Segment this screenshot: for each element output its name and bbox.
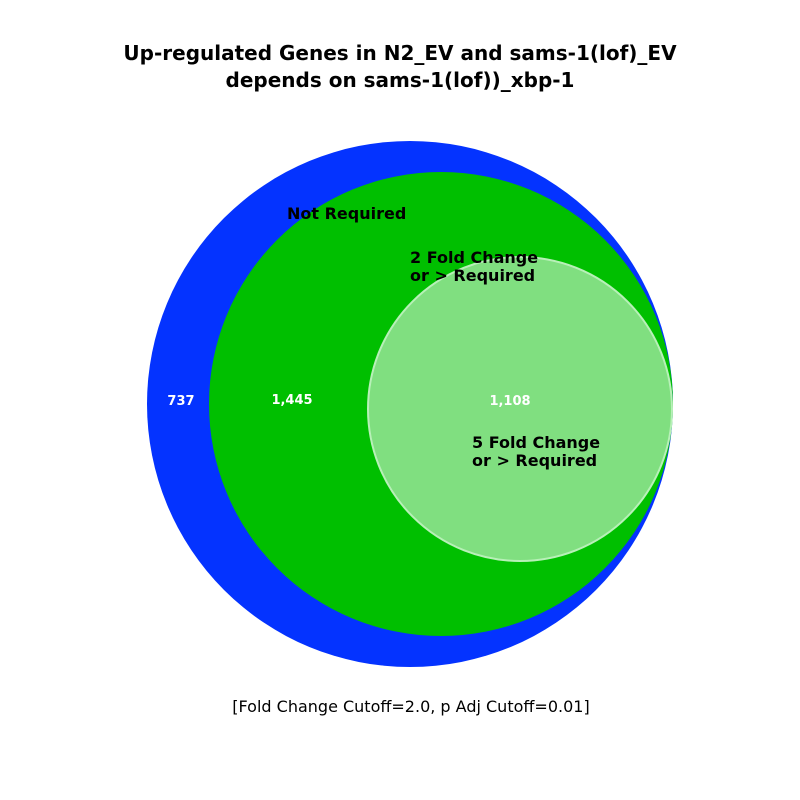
count-not-required: 737 [167,394,194,409]
count-2-fold: 1,445 [271,393,312,408]
label-2-fold-line-1: 2 Fold Change [410,248,538,267]
set-5-fold-circle [367,256,673,562]
label-5-fold-line-2: or > Required [472,451,597,470]
cutoff-footnote: [Fold Change Cutoff=2.0, p Adj Cutoff=0.… [232,697,590,716]
label-5-fold-line-1: 5 Fold Change [472,433,600,452]
title-line-1: Up-regulated Genes in N2_EV and sams-1(l… [123,41,677,65]
title-line-2: depends on sams-1(lof))_xbp-1 [225,68,575,92]
count-5-fold: 1,108 [489,394,530,409]
label-not-required: Not Required [287,204,406,223]
label-2-fold-line-2: or > Required [410,266,535,285]
chart-title: Up-regulated Genes in N2_EV and sams-1(l… [0,40,800,94]
